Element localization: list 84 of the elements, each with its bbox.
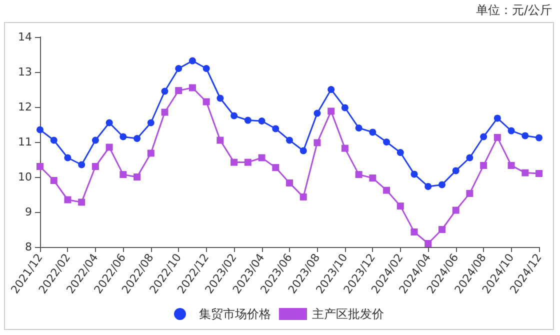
point xyxy=(50,136,58,144)
point xyxy=(314,110,321,117)
point xyxy=(355,171,362,178)
point xyxy=(328,108,335,115)
point xyxy=(410,228,418,236)
point xyxy=(36,126,44,134)
point xyxy=(396,149,404,156)
point xyxy=(92,136,99,144)
point xyxy=(452,206,460,214)
point xyxy=(466,154,474,162)
point xyxy=(508,127,515,134)
y-tick-label: 9 xyxy=(25,206,32,218)
legend-label: 集贸市场价格 xyxy=(199,307,271,321)
y-tick-label: 11 xyxy=(18,136,32,148)
y-tick-label: 8 xyxy=(25,240,32,254)
y-tick-label: 14 xyxy=(18,30,32,44)
point xyxy=(258,118,266,124)
point xyxy=(438,226,446,233)
point xyxy=(134,135,141,142)
point xyxy=(147,119,154,126)
point xyxy=(466,190,474,197)
point xyxy=(258,154,266,162)
point xyxy=(120,133,127,140)
point xyxy=(383,186,390,194)
point xyxy=(216,136,224,144)
point xyxy=(230,158,238,166)
point xyxy=(452,167,460,174)
point xyxy=(161,88,168,95)
point xyxy=(355,124,362,132)
point xyxy=(134,174,141,180)
point xyxy=(522,132,529,140)
point xyxy=(202,98,210,106)
point xyxy=(480,162,488,169)
point xyxy=(494,114,501,122)
point xyxy=(78,161,86,168)
point xyxy=(480,133,488,140)
point xyxy=(300,147,307,154)
point xyxy=(106,119,113,126)
point xyxy=(383,138,390,146)
point xyxy=(64,154,72,162)
point xyxy=(244,158,252,166)
point xyxy=(494,134,501,141)
point xyxy=(175,65,182,72)
point xyxy=(272,164,280,172)
point xyxy=(120,171,127,178)
point xyxy=(147,150,154,157)
point xyxy=(244,116,252,124)
point xyxy=(341,144,348,152)
point xyxy=(369,128,376,136)
point xyxy=(202,65,210,72)
point xyxy=(536,170,542,177)
legend-label: 主产区批发价 xyxy=(312,307,384,321)
point xyxy=(161,108,168,116)
point xyxy=(188,57,196,64)
point xyxy=(272,125,280,132)
point xyxy=(341,104,348,112)
point xyxy=(438,181,446,188)
point xyxy=(328,86,335,93)
point xyxy=(92,163,99,170)
point xyxy=(216,94,224,102)
point xyxy=(188,84,196,92)
y-tick-label: 10 xyxy=(18,170,32,184)
point xyxy=(369,174,376,182)
point xyxy=(424,240,432,247)
y-tick-label: 12 xyxy=(18,100,32,114)
point xyxy=(106,144,113,151)
point xyxy=(36,163,44,170)
point xyxy=(508,162,515,169)
text: 单位：元/公斤 xyxy=(476,2,552,19)
point xyxy=(78,198,86,206)
point xyxy=(314,139,321,146)
point xyxy=(522,169,529,176)
point xyxy=(424,182,432,190)
point xyxy=(286,136,293,144)
y-tick-label: 13 xyxy=(18,66,32,78)
point xyxy=(50,177,58,184)
point xyxy=(286,179,293,186)
point xyxy=(410,170,418,178)
point xyxy=(175,87,182,94)
point xyxy=(536,134,542,142)
point xyxy=(64,196,72,204)
point xyxy=(300,193,307,200)
point xyxy=(230,112,238,120)
point xyxy=(396,202,404,210)
